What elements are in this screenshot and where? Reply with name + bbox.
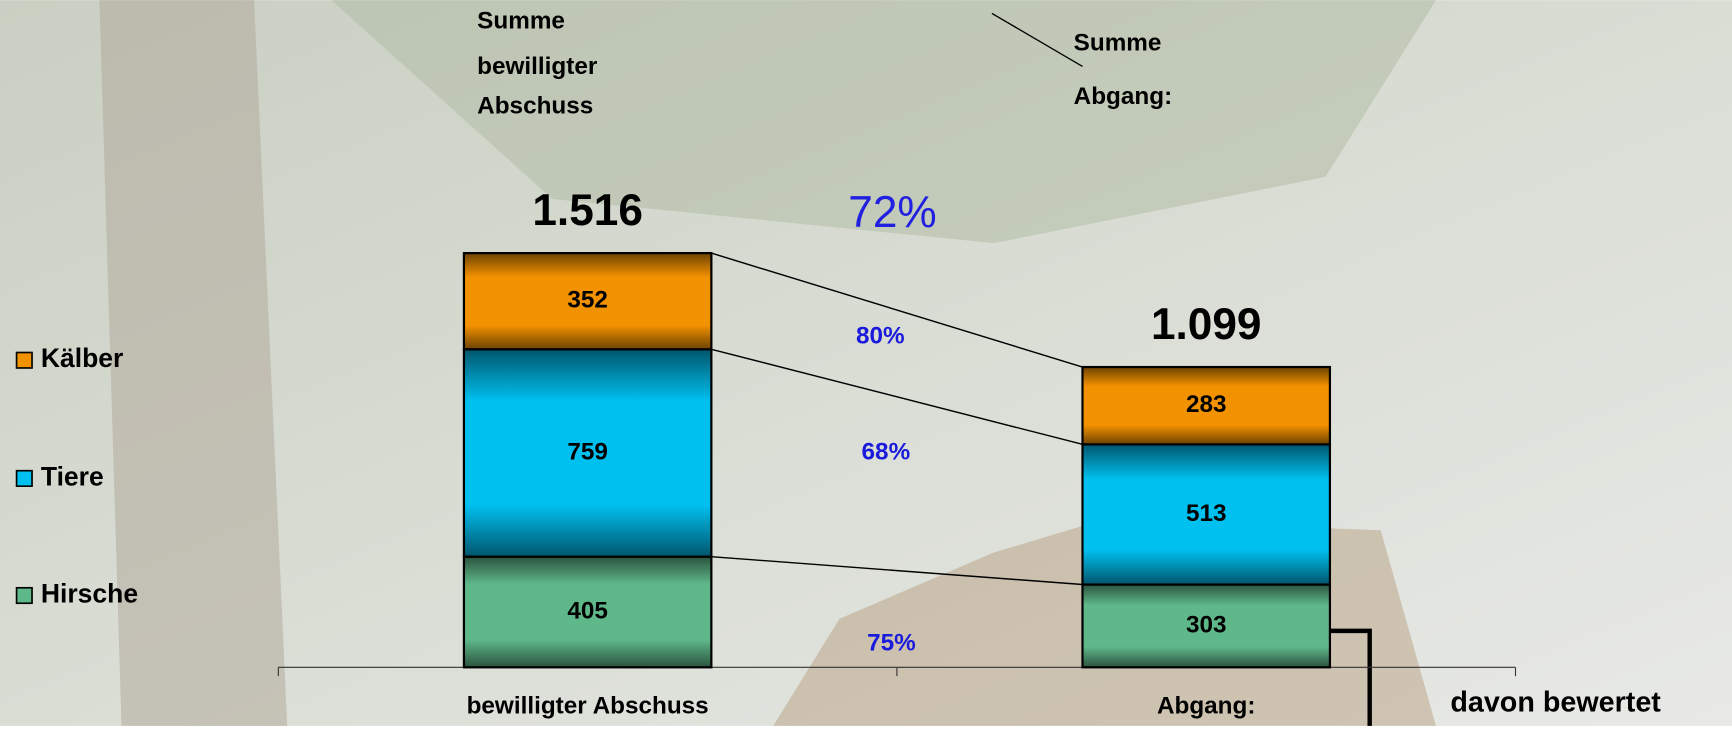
legend-swatch: [15, 469, 33, 487]
segment-label: 283: [1186, 391, 1227, 418]
bar-segment: [1081, 365, 1332, 446]
caption-pointer: [991, 12, 1083, 67]
segment-label: 405: [567, 597, 608, 624]
bracket: [1329, 628, 1372, 726]
total-label: 1.516: [532, 186, 643, 235]
segment-label: 513: [1186, 500, 1227, 527]
percent-label: 68%: [862, 438, 911, 465]
tree-trunk: [99, 0, 288, 726]
percent-label: 80%: [856, 322, 905, 349]
legend-swatch: [15, 586, 33, 605]
legend-label: Kälber: [41, 343, 123, 373]
percent-label: 75%: [867, 630, 916, 657]
legend-swatch: [15, 351, 33, 369]
total-caption: Abschuss: [477, 93, 593, 120]
total-caption: Abgang:: [1074, 83, 1173, 110]
total-label: 1.099: [1151, 300, 1262, 349]
x-category-label: Abgang:: [1157, 693, 1256, 720]
connector: [711, 348, 1083, 446]
total-caption: Summe: [477, 8, 565, 35]
note: davon bewertet: [1450, 686, 1661, 718]
legend-label: Tiere: [41, 461, 104, 491]
connector: [711, 555, 1083, 586]
total-caption: bewilligter: [477, 53, 598, 80]
bar-segment: [1081, 443, 1332, 586]
segment-label: 352: [567, 287, 608, 314]
segment-label: 303: [1186, 611, 1227, 638]
x-category-label: bewilligter Abschuss: [467, 693, 709, 720]
bar-segment: [462, 251, 713, 351]
legend-label: Hirsche: [41, 579, 138, 609]
segment-label: 759: [567, 438, 608, 465]
total-caption: Summe: [1074, 30, 1162, 57]
connector: [711, 252, 1083, 368]
foliage: [331, 0, 1436, 244]
overall-percent: 72%: [848, 188, 936, 237]
